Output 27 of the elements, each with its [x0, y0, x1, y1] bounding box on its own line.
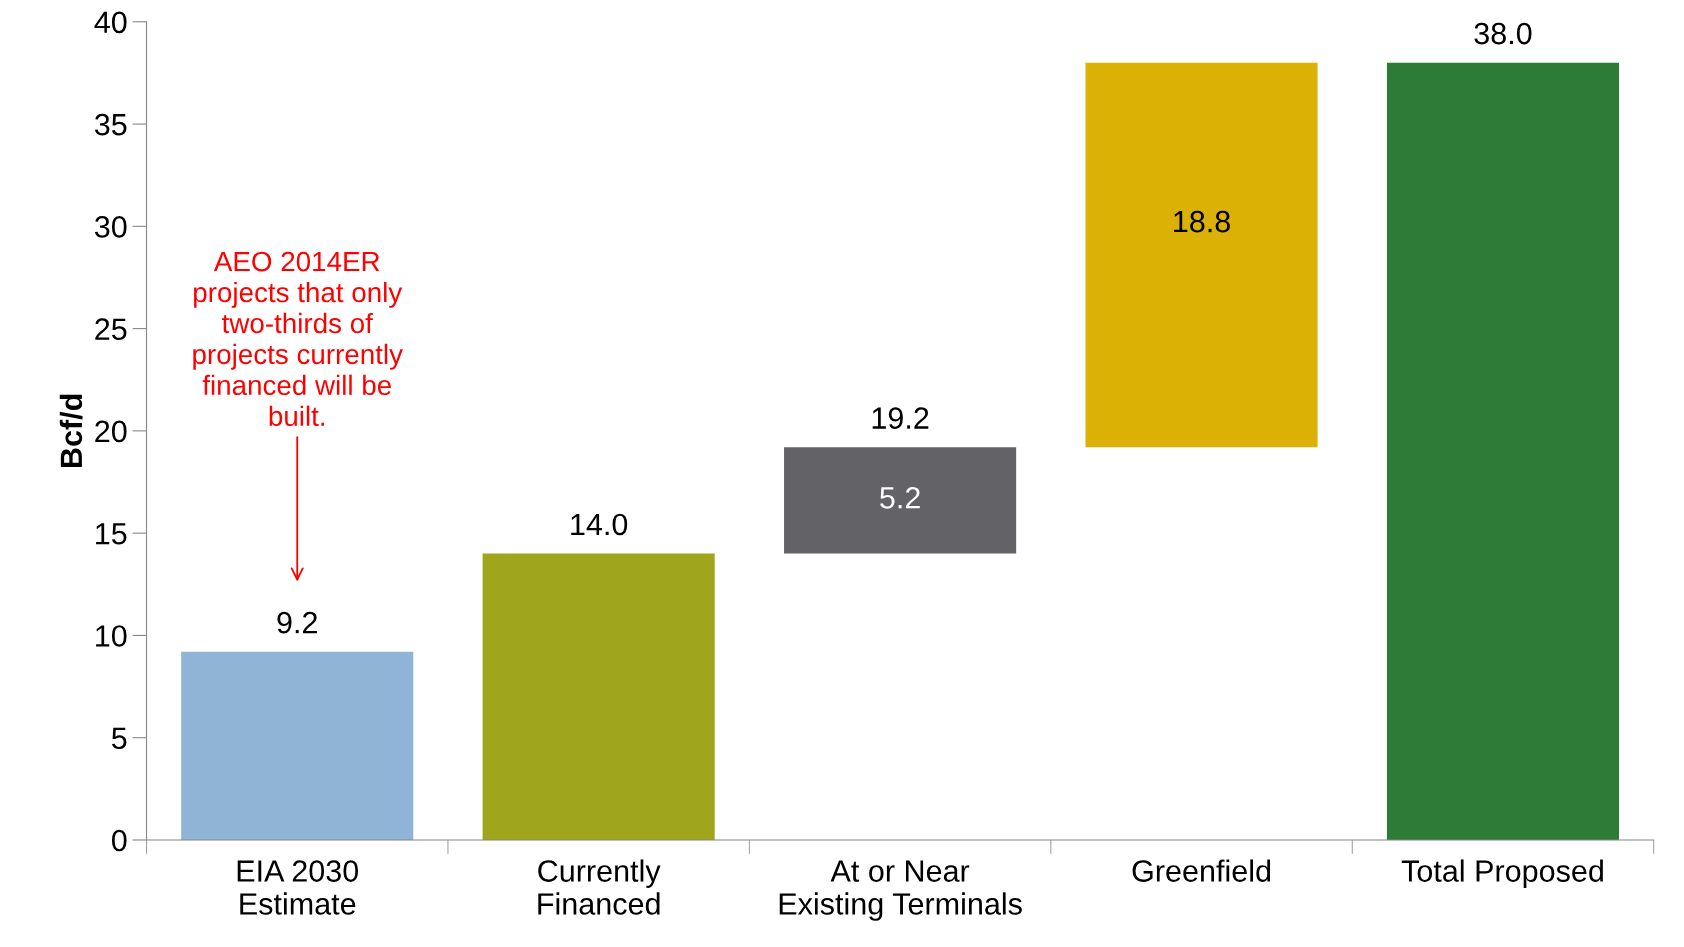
bar — [482, 553, 715, 840]
y-tick-label: 0 — [111, 829, 127, 852]
y-tick-label: 25 — [95, 318, 127, 340]
y-tick-label: 5 — [111, 727, 127, 750]
annotation: AEO 2014ER projects that only two-thirds of projects currently financed will be built. — [193, 251, 403, 427]
x-tick-label: Greenfield — [1132, 859, 1271, 882]
data-label: 14.0 — [571, 513, 628, 536]
y-tick-label: 35 — [94, 113, 127, 136]
y-axis-title: Bcf/d — [59, 394, 83, 468]
bar — [1085, 62, 1318, 448]
x-tick-label: At or Near Existing Terminals — [779, 860, 1022, 921]
y-tick-label: 10 — [96, 625, 127, 647]
data-label: 5.2 — [880, 487, 920, 509]
annotation: 19.2 — [872, 407, 929, 429]
y-tick-label: 20 — [95, 420, 127, 443]
data-label: 18.8 — [1174, 210, 1230, 233]
x-tick-label: Currently Financed — [538, 859, 661, 915]
bar — [1386, 62, 1620, 840]
bar — [181, 651, 414, 840]
x-tick-label: EIA 2030 Estimate — [237, 860, 359, 915]
y-tick-label: 40 — [94, 11, 127, 34]
y-tick-label: 30 — [94, 216, 127, 238]
data-label: 9.2 — [277, 611, 317, 634]
data-label: 38.0 — [1474, 22, 1532, 45]
y-tick-label: 15 — [96, 523, 127, 545]
bar — [784, 447, 1017, 554]
x-tick-label: Total Proposed — [1401, 859, 1603, 888]
